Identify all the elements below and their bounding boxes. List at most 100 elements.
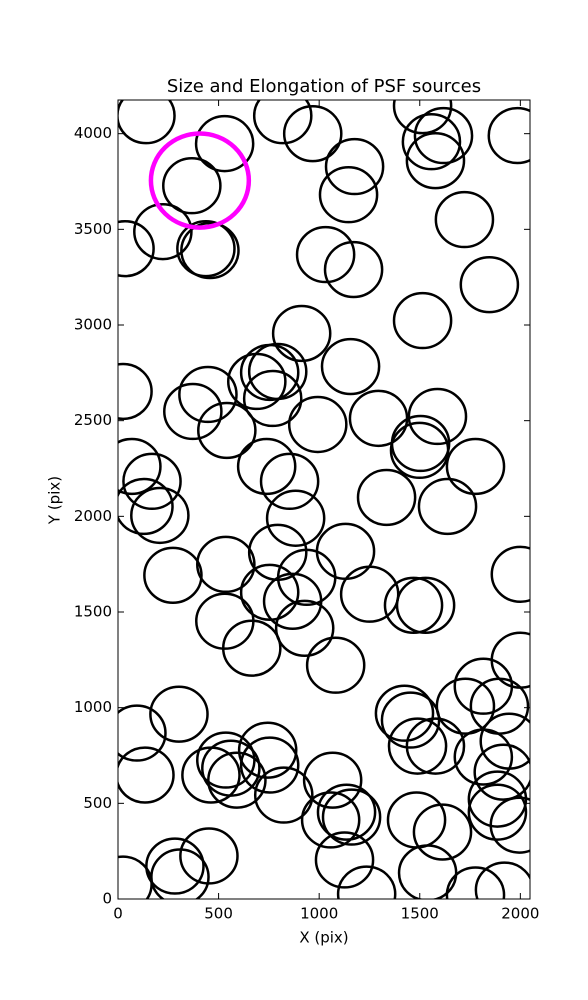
x-tick-label: 500 <box>204 905 233 923</box>
source-marker <box>118 437 162 496</box>
source-marker <box>453 728 514 786</box>
x-axis-label: X (pix) <box>299 929 348 947</box>
source-marker <box>163 382 223 441</box>
source-marker <box>259 452 320 511</box>
source-marker <box>413 106 474 165</box>
x-tick-label: 1500 <box>401 905 439 923</box>
y-tick-label: 3000 <box>74 316 112 334</box>
source-marker <box>176 219 236 278</box>
source-marker <box>473 743 530 801</box>
source-marker <box>118 100 176 145</box>
source-marker <box>118 477 174 536</box>
source-marker <box>316 783 377 841</box>
y-tick-label: 1500 <box>74 603 112 621</box>
source-marker <box>282 104 343 163</box>
source-marker <box>395 576 456 634</box>
y-tick-label: 1000 <box>74 698 112 716</box>
x-tick-label: 1000 <box>300 905 338 923</box>
source-marker <box>130 486 190 545</box>
source-marker <box>194 114 255 173</box>
source-marker <box>389 421 450 480</box>
source-marker <box>435 677 496 735</box>
source-marker <box>162 157 222 215</box>
source-marker <box>459 255 520 314</box>
source-marker <box>236 437 297 496</box>
source-marker <box>237 721 298 779</box>
source-marker <box>320 337 381 396</box>
source-marker <box>118 704 167 762</box>
source-marker <box>305 636 366 694</box>
source-marker <box>197 401 257 460</box>
source-marker <box>405 717 466 775</box>
source-marker <box>321 788 382 846</box>
source-marker <box>356 468 417 527</box>
y-axis-label: Y (pix) <box>46 476 64 525</box>
source-marker <box>417 477 478 536</box>
source-marker <box>323 240 384 299</box>
source-marker <box>374 684 435 742</box>
source-marker <box>287 395 348 454</box>
source-marker <box>133 202 193 261</box>
source-marker <box>318 166 379 224</box>
source-marker <box>143 546 203 604</box>
y-tick-label: 2500 <box>74 411 112 429</box>
source-marker <box>253 766 314 824</box>
source-marker <box>196 731 256 789</box>
source-marker <box>271 304 332 363</box>
source-marker <box>397 844 458 899</box>
axes-frame <box>117 99 531 900</box>
source-marker <box>118 855 153 899</box>
y-tick-label: 2000 <box>74 507 112 525</box>
source-marker <box>239 563 300 621</box>
source-marker <box>383 576 444 634</box>
source-marker <box>196 535 256 594</box>
source-marker <box>392 291 453 350</box>
source-marker <box>401 113 462 171</box>
source-marker <box>336 865 397 899</box>
source-marker <box>265 489 326 547</box>
source-marker <box>247 342 308 401</box>
source-marker <box>489 796 530 854</box>
source-marker <box>181 746 241 804</box>
y-tick-label: 3500 <box>74 220 112 238</box>
source-marker <box>392 100 453 135</box>
y-tick-label: 4000 <box>74 124 112 142</box>
source-marker <box>239 736 300 794</box>
source-marker <box>405 131 466 190</box>
source-marker <box>274 599 335 657</box>
source-marker <box>180 221 240 280</box>
source-marker <box>118 362 153 421</box>
source-marker <box>467 783 528 841</box>
source-marker <box>295 225 356 284</box>
source-marker <box>453 657 514 715</box>
highlight-marker <box>148 131 252 230</box>
source-marker <box>324 137 385 196</box>
chart-title: Size and Elongation of PSF sources <box>167 76 481 97</box>
source-marker <box>149 685 209 743</box>
source-marker <box>412 803 473 861</box>
source-marker <box>407 387 468 446</box>
x-tick-label: 0 <box>113 905 123 923</box>
source-marker <box>490 545 530 603</box>
y-tick-label: 500 <box>83 794 112 812</box>
source-marker <box>302 751 363 809</box>
plot-area <box>118 100 530 899</box>
source-marker <box>300 791 361 849</box>
source-marker <box>122 452 182 511</box>
source-marker <box>178 365 238 424</box>
source-marker <box>118 219 155 278</box>
source-marker <box>434 190 495 249</box>
source-marker <box>221 619 282 677</box>
source-marker <box>314 831 375 889</box>
source-marker <box>487 106 530 165</box>
source-marker <box>445 437 506 496</box>
source-marker <box>474 861 530 899</box>
source-marker <box>387 717 448 775</box>
source-marker <box>207 751 267 809</box>
source-marker <box>252 100 313 145</box>
y-tick-label: 0 <box>102 890 112 908</box>
source-marker <box>262 572 323 630</box>
source-marker <box>118 746 175 804</box>
